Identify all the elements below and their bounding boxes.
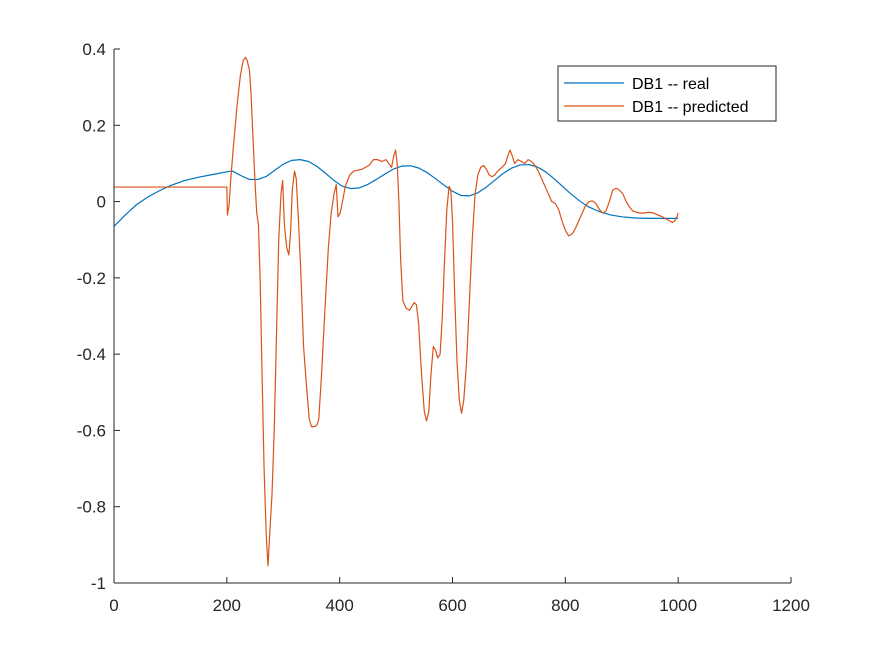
y-tick-label: -0.6: [77, 421, 106, 440]
x-tick-label: 200: [213, 596, 241, 615]
y-tick-label: -0.4: [77, 345, 106, 364]
y-tick-label: 0.2: [82, 116, 106, 135]
x-tick-label: 600: [438, 596, 466, 615]
y-tick-label: 0.4: [82, 40, 106, 59]
x-tick-label: 800: [551, 596, 579, 615]
x-tick-label: 400: [325, 596, 353, 615]
legend-label-real: DB1 -- real: [632, 76, 709, 93]
series-line-predicted: [114, 56, 679, 567]
y-tick-label: -0.2: [77, 269, 106, 288]
x-tick-label: 0: [109, 596, 118, 615]
plot-area: [114, 56, 679, 567]
x-tick-label: 1000: [659, 596, 697, 615]
y-tick-label: -1: [91, 574, 106, 593]
y-tick-label: 0: [97, 193, 106, 212]
legend-box: [557, 65, 777, 122]
legend: DB1 -- real DB1 -- predicted: [557, 65, 777, 122]
legend-label-predicted: DB1 -- predicted: [632, 99, 749, 116]
y-tick-label: -0.8: [77, 498, 106, 517]
y-ticks: -1 -0.8 -0.6 -0.4 -0.2 0 0.2 0.4: [77, 40, 120, 593]
series-group: [114, 56, 679, 567]
x-ticks: 0 200 400 600 800 1000 1200: [109, 577, 810, 615]
x-tick-label: 1200: [772, 596, 810, 615]
